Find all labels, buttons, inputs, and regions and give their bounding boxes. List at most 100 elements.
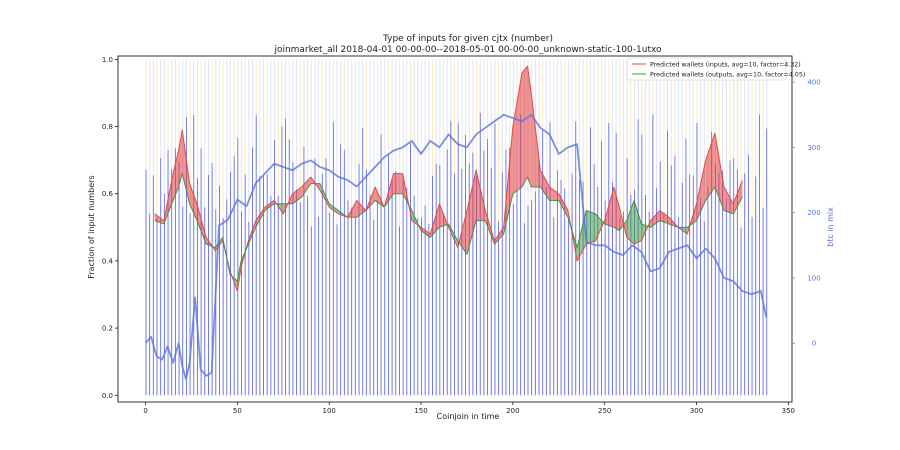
fill-inputs-above: [724, 187, 734, 214]
bar-segment-primary: [512, 203, 514, 396]
bar-segment-secondary: [736, 59, 738, 170]
bar-segment-primary: [623, 211, 624, 396]
bar-segment-primary: [457, 123, 459, 396]
bar-segment-primary: [277, 195, 279, 396]
bar-segment-secondary: [376, 59, 378, 201]
bar-segment-primary: [589, 127, 591, 396]
bar-segment-secondary: [329, 59, 331, 213]
bar-segment-primary: [207, 174, 209, 396]
bar-segment-primary: [296, 189, 298, 396]
fill-inputs-above: [173, 150, 179, 201]
bar-segment-primary: [575, 121, 577, 396]
bar-segment-primary: [755, 176, 757, 396]
fill-outputs-above: [595, 213, 605, 241]
fill-inputs-above: [393, 173, 403, 194]
bar-segment-secondary: [623, 59, 624, 212]
bar-segment-primary: [597, 186, 599, 396]
bar-segment-secondary: [336, 59, 338, 225]
bar-segment-primary: [564, 188, 566, 396]
bar-segment-secondary: [325, 59, 327, 159]
bar-segment-secondary: [567, 59, 569, 221]
bar-segment-secondary: [413, 59, 415, 196]
bar-segment-primary: [193, 114, 195, 396]
bar-segment-primary: [578, 179, 580, 396]
bar-segment-primary: [758, 114, 760, 396]
fill-inputs-above: [512, 72, 523, 194]
bar-segment-secondary: [707, 59, 709, 187]
fill-inputs-above: [549, 187, 559, 201]
bar-segment-primary: [553, 217, 555, 396]
fill-outputs-above: [641, 220, 651, 241]
fill-inputs-above: [527, 66, 532, 188]
fill-inputs-above: [659, 210, 669, 224]
bar-segment-secondary: [648, 59, 650, 212]
bar-segment-primary: [340, 144, 342, 396]
bar-segment-primary: [729, 160, 731, 396]
bar-segment-primary: [465, 134, 467, 396]
y-tick-label: 1.0: [102, 56, 113, 64]
bar-segment-secondary: [149, 59, 151, 214]
bar-segment-primary: [428, 223, 430, 396]
bar-segment-secondary: [358, 59, 360, 165]
bar-segment-secondary: [615, 59, 617, 133]
x-tick-label: 350: [782, 407, 795, 415]
bar-segment-primary: [601, 141, 602, 396]
fill-inputs-above: [540, 170, 550, 201]
bar-segment-primary: [498, 221, 500, 396]
outputs-line: [154, 173, 743, 282]
bar-segment-secondary: [575, 59, 577, 122]
fill-inputs-above: [356, 200, 366, 218]
bar-segment-primary: [160, 158, 162, 396]
bar-segment-secondary: [233, 59, 235, 157]
bar-segment-primary: [733, 158, 735, 396]
bar-segment-primary: [608, 123, 610, 396]
bar-segment-secondary: [476, 59, 478, 176]
legend-label-outputs: Predicted wallets (outputs, avg=10, fact…: [650, 72, 805, 79]
bar-segment-primary: [233, 156, 235, 396]
fill-inputs-above: [476, 170, 486, 221]
fill-inputs-above: [714, 133, 725, 211]
bar-segment-primary: [178, 161, 180, 396]
bar-segment-primary: [685, 138, 687, 396]
bar-segment-primary: [656, 188, 657, 396]
bar-segment-primary: [222, 217, 224, 396]
bar-segment-primary: [270, 196, 272, 396]
fill-outputs-above: [626, 200, 635, 245]
bar-segment-primary: [200, 148, 202, 396]
bar-segment-primary: [310, 226, 312, 396]
bar-segment-secondary: [395, 59, 397, 172]
bar-segment-secondary: [681, 59, 683, 183]
bar-segment-secondary: [608, 59, 610, 124]
bar-segment-primary: [545, 186, 547, 396]
x-axis-label: Coinjoin in time: [437, 412, 500, 421]
bar-segment-primary: [163, 193, 165, 396]
bar-segment-secondary: [468, 59, 470, 164]
bar-segment-primary: [549, 122, 551, 396]
bar-segment-secondary: [321, 59, 323, 174]
bar-segment-secondary: [593, 59, 595, 165]
bar-segment-primary: [189, 213, 191, 396]
bar-segment-primary: [450, 120, 452, 396]
bar-segment-secondary: [439, 59, 441, 166]
bar-segment-secondary: [498, 59, 500, 222]
fill-outputs-above: [634, 200, 642, 245]
bar-segment-primary: [722, 170, 724, 396]
bar-segment-primary: [410, 143, 411, 396]
bar-segment-secondary: [762, 59, 764, 208]
fill-inputs-above: [182, 129, 190, 204]
fill-inputs-above: [466, 170, 477, 255]
bar-segment-primary: [538, 156, 540, 396]
bar-segment-primary: [744, 173, 746, 396]
bar-segment-primary: [505, 149, 507, 396]
bar-segment-primary: [652, 114, 654, 396]
x-tick-label: 50: [233, 407, 242, 415]
bar-segment-secondary: [472, 59, 474, 153]
bar-segment-primary: [527, 205, 529, 396]
bar-segment-secondary: [700, 59, 702, 199]
bar-segment-secondary: [612, 59, 613, 183]
bar-segment-secondary: [670, 59, 672, 166]
bar-segment-secondary: [178, 59, 180, 162]
bar-segment-primary: [446, 149, 448, 396]
bar-segment-primary: [725, 198, 727, 396]
